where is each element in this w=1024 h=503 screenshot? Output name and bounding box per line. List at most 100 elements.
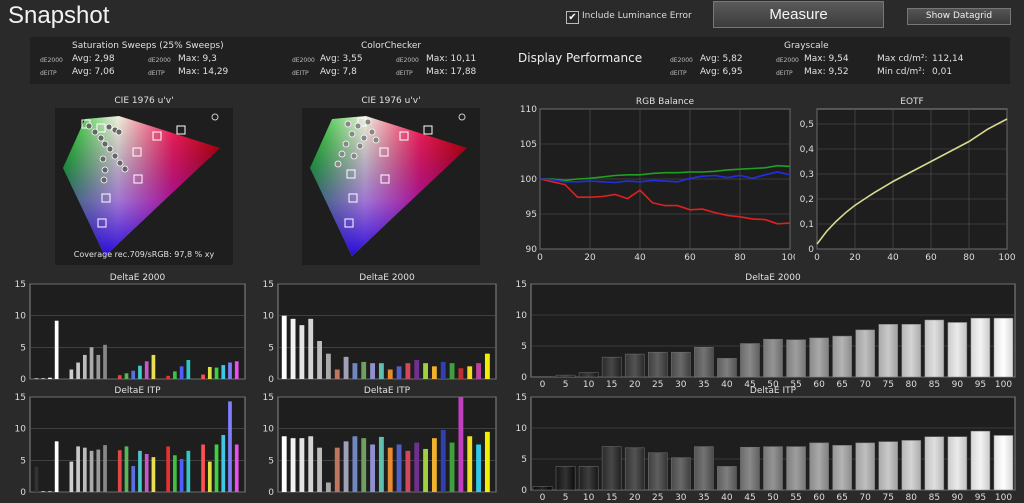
y-tick-label: 0 [521, 373, 527, 383]
colorchecker-de2000-avg: Avg: 3,55 [320, 54, 363, 64]
bar [166, 446, 170, 492]
coverage-label: Coverage rec.709/sRGB: 97,8 % xy [73, 250, 215, 259]
x-tick-label: 40 [721, 380, 733, 389]
bar [405, 363, 411, 379]
bar [763, 338, 783, 378]
bar [290, 318, 296, 379]
y-tick-label: 10 [516, 311, 528, 321]
y-tick-label: 10 [15, 425, 27, 435]
plot-area [816, 108, 1008, 250]
bar [290, 438, 296, 492]
x-tick-label: 30 [675, 493, 687, 503]
magnifier-icon[interactable] [458, 113, 466, 121]
bar [484, 431, 490, 492]
bar [343, 441, 349, 492]
bar [151, 457, 156, 492]
bar [370, 444, 375, 492]
y-tick-label: 100 [520, 175, 537, 185]
colorchecker-deitp-avg: Avg: 7,8 [320, 67, 357, 77]
display-performance-title: Display Performance [518, 51, 643, 65]
bar [458, 397, 464, 492]
bar [855, 442, 875, 491]
x-tick-label: 80 [963, 253, 975, 263]
bar [48, 491, 52, 492]
bar [901, 324, 922, 378]
bar [476, 363, 481, 379]
bar [484, 353, 490, 379]
x-tick-label: 85 [929, 380, 940, 389]
y-tick-label: 105 [520, 140, 537, 150]
y-tick-label: 0 [20, 488, 26, 498]
saturation-deitp-label-2: dEITP [148, 70, 165, 77]
bar [440, 361, 446, 379]
x-tick-label: 100 [781, 253, 795, 263]
bar [144, 454, 149, 492]
bar [449, 363, 455, 379]
chart-title: RGB Balance [636, 97, 695, 107]
bar [458, 368, 464, 379]
x-tick-label: 30 [675, 380, 687, 389]
x-tick-label: 0 [540, 380, 546, 389]
bar [214, 444, 219, 492]
x-tick-label: 5 [563, 380, 569, 389]
bar [423, 363, 428, 379]
colorchecker-de2000-max: Max: 10,11 [426, 54, 477, 64]
bar [228, 362, 232, 379]
include-luminance-checkbox[interactable]: ✔ [566, 11, 579, 24]
saturation-deitp-max: Max: 14,29 [178, 67, 229, 77]
chart-title: DeltaE 2000 [745, 273, 801, 283]
show-datagrid-button[interactable]: Show Datagrid [907, 8, 1011, 25]
y-tick-label: 95 [526, 210, 537, 220]
cie-diagram-colorchecker[interactable] [302, 108, 480, 265]
include-luminance-label: Include Luminance Error [582, 11, 692, 21]
bar [809, 442, 829, 491]
bar [325, 353, 331, 379]
bar [601, 446, 622, 491]
x-tick-label: 55 [790, 380, 801, 389]
x-tick-label: 20 [849, 253, 861, 263]
bar [117, 375, 122, 379]
bar [414, 442, 420, 492]
y-tick-label: 0 [20, 375, 26, 385]
x-tick-label: 60 [684, 253, 696, 263]
x-tick-label: 95 [975, 380, 986, 389]
series-line [539, 178, 791, 225]
bar [207, 366, 212, 379]
bar [878, 324, 899, 378]
measure-button[interactable]: Measure [713, 1, 884, 28]
y-tick-label: 0 [268, 375, 274, 385]
bar [201, 374, 205, 379]
grayscale-de2000-label: dE2000 [670, 57, 693, 64]
y-tick-label: 10 [263, 312, 275, 322]
eotf-chart: EOTF 0 0,1 0,2 0,3 0,4 0,5 0 20 40 60 80 100 [800, 97, 1016, 263]
bar [131, 370, 136, 379]
magnifier-icon[interactable] [211, 113, 219, 121]
bar [809, 337, 829, 378]
bar [555, 374, 576, 378]
min-luminance-label: Min cd/m²: [877, 67, 925, 77]
bar [186, 450, 191, 492]
chart-title: DeltaE ITP [114, 386, 161, 396]
x-tick-label: 0 [540, 493, 546, 503]
x-tick-label: 45 [744, 380, 755, 389]
x-tick-label: 25 [652, 380, 663, 389]
cie-diagram-saturation[interactable] [55, 108, 233, 265]
series-line [540, 164, 791, 182]
bar [740, 343, 760, 378]
x-tick-label: 90 [952, 380, 964, 389]
x-tick-label: 75 [883, 380, 894, 389]
bar [901, 440, 922, 491]
y-tick-label: 5 [268, 456, 274, 466]
y-tick-label: 0,4 [800, 145, 815, 155]
x-tick-label: 80 [906, 493, 918, 503]
x-tick-label: 80 [734, 253, 746, 263]
y-tick-label: 0,2 [800, 195, 814, 205]
bar [647, 351, 668, 378]
bar [179, 459, 184, 492]
y-tick-label: 5 [521, 455, 527, 465]
bar [234, 361, 239, 379]
bar [234, 444, 239, 492]
bar [89, 347, 94, 379]
bar [308, 436, 314, 492]
rgb-balance-chart: RGB Balance 90 95 100 105 110 0 20 40 60 80 100 [520, 97, 795, 263]
